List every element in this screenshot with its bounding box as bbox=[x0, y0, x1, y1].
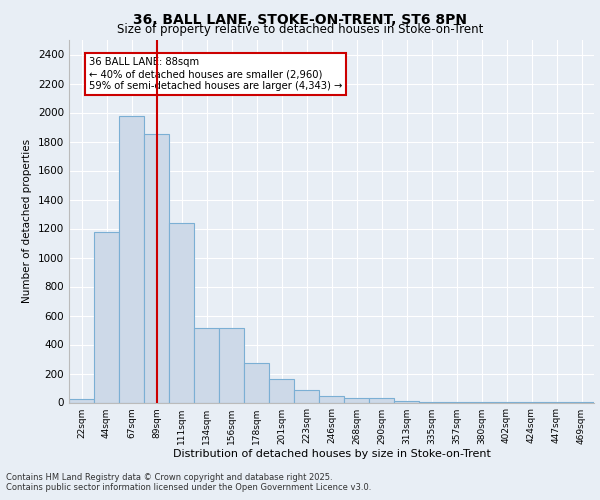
Text: 36 BALL LANE: 88sqm
← 40% of detached houses are smaller (2,960)
59% of semi-det: 36 BALL LANE: 88sqm ← 40% of detached ho… bbox=[89, 58, 343, 90]
Bar bbox=[244, 364, 269, 403]
Bar bbox=[94, 232, 119, 402]
Bar bbox=[269, 380, 294, 402]
Bar bbox=[119, 116, 144, 403]
Y-axis label: Number of detached properties: Number of detached properties bbox=[22, 139, 32, 304]
Text: Size of property relative to detached houses in Stoke-on-Trent: Size of property relative to detached ho… bbox=[117, 22, 483, 36]
Text: Contains HM Land Registry data © Crown copyright and database right 2025.: Contains HM Land Registry data © Crown c… bbox=[6, 474, 332, 482]
Text: Contains public sector information licensed under the Open Government Licence v3: Contains public sector information licen… bbox=[6, 484, 371, 492]
Bar bbox=[344, 398, 369, 402]
Bar bbox=[319, 396, 344, 402]
X-axis label: Distribution of detached houses by size in Stoke-on-Trent: Distribution of detached houses by size … bbox=[173, 450, 490, 460]
Bar bbox=[219, 328, 244, 402]
Text: 36, BALL LANE, STOKE-ON-TRENT, ST6 8PN: 36, BALL LANE, STOKE-ON-TRENT, ST6 8PN bbox=[133, 12, 467, 26]
Bar bbox=[69, 399, 94, 402]
Bar bbox=[169, 222, 194, 402]
Bar bbox=[394, 401, 419, 402]
Bar bbox=[369, 398, 394, 402]
Bar bbox=[194, 328, 219, 402]
Bar bbox=[294, 390, 319, 402]
Bar bbox=[144, 134, 169, 402]
